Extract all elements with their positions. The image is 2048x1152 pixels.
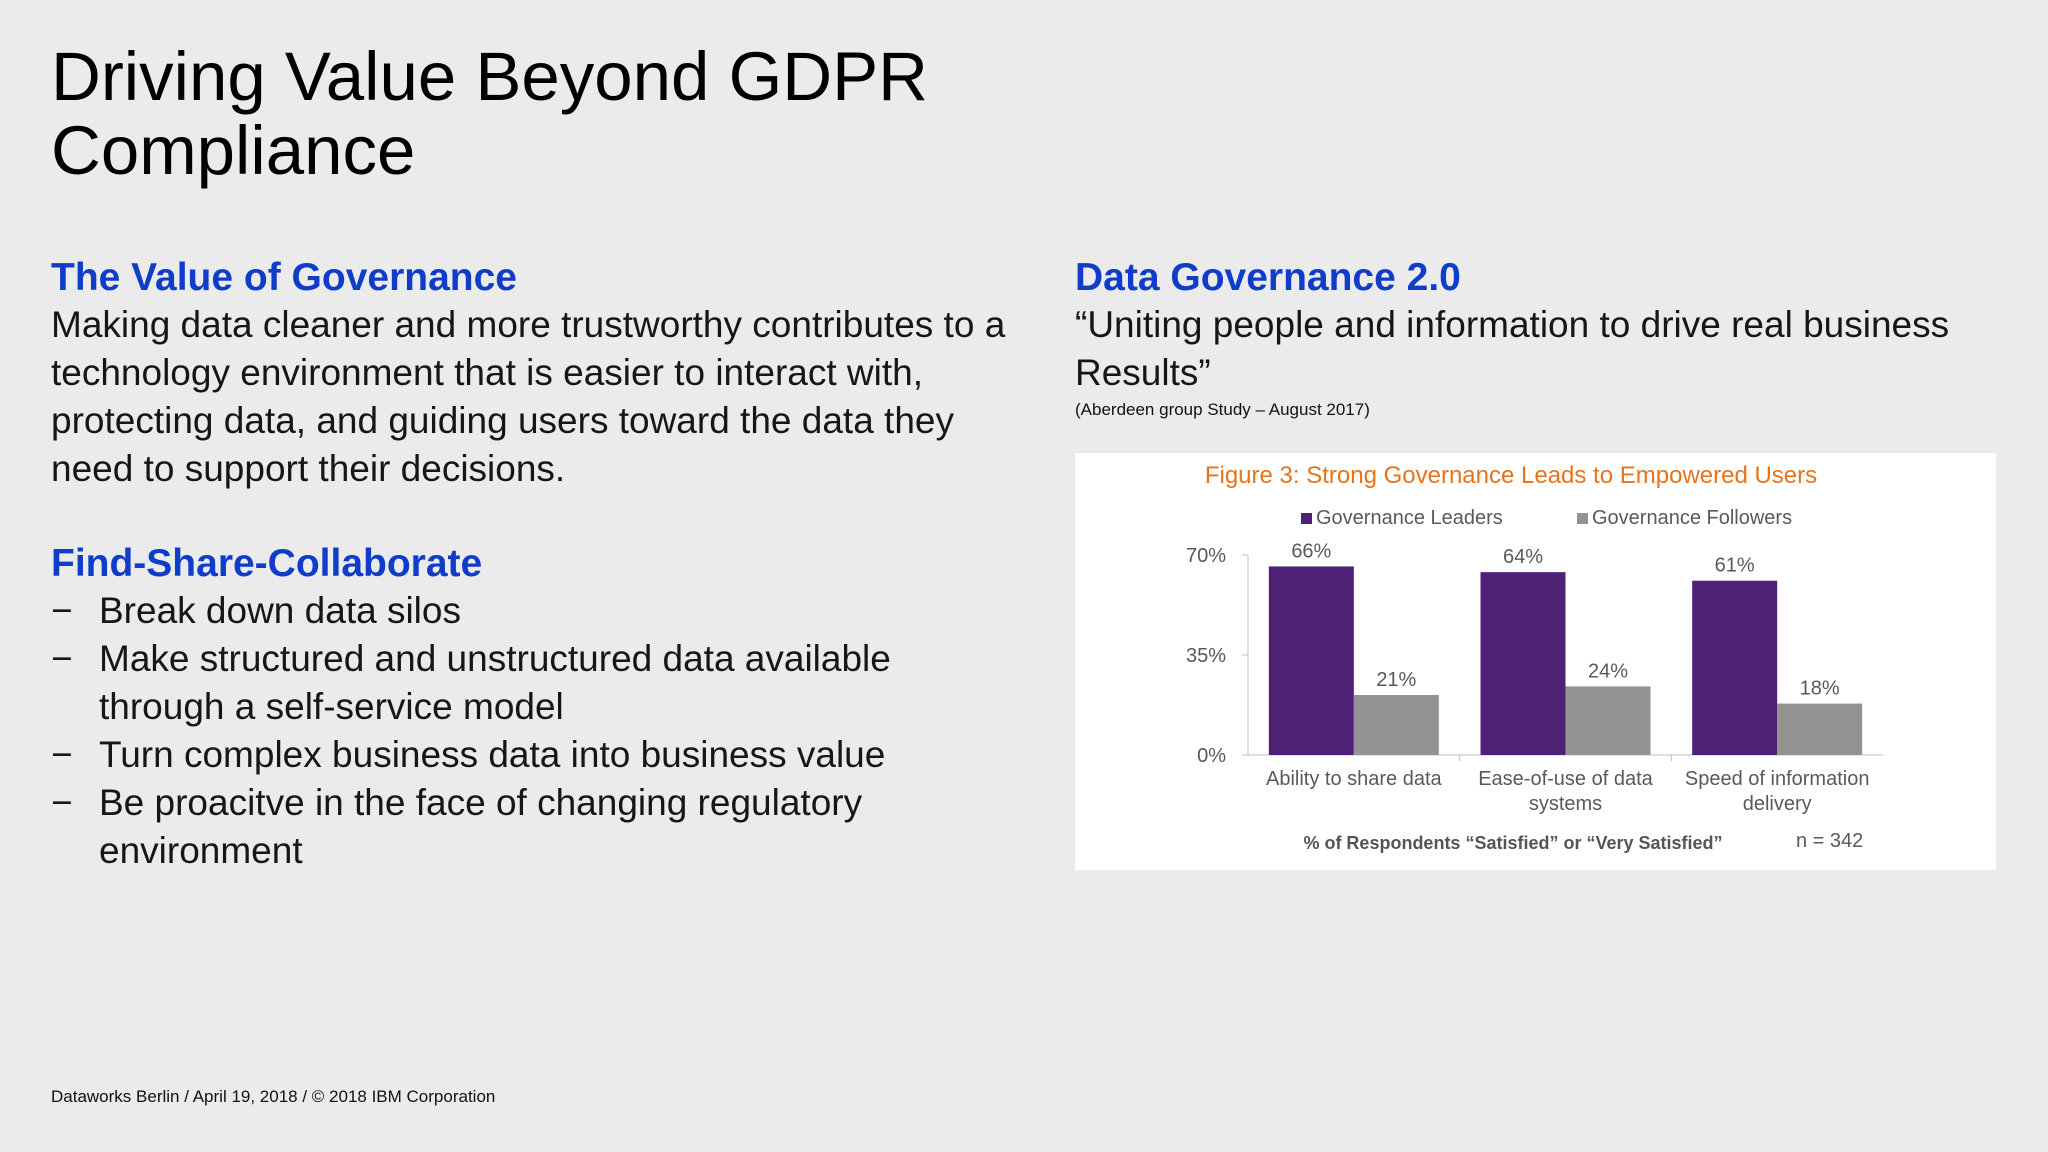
legend-swatch-followers [1577, 513, 1588, 524]
value-of-governance-paragraph: Making data cleaner and more trustworthy… [51, 304, 1006, 489]
bar [1692, 580, 1778, 755]
governance-bar-chart: Figure 3: Strong Governance Leads to Emp… [1186, 462, 1883, 853]
slide-title-line-2: Compliance [51, 112, 416, 189]
footer-text: Dataworks Berlin / April 19, 2018 / © 20… [51, 1087, 496, 1106]
bullet-item: − Break down data silos [51, 587, 1011, 635]
bar [1268, 566, 1354, 755]
bullet-item: − Make structured and unstructured data a… [51, 635, 1011, 731]
slide-title: Driving Value Beyond GDPR Compliance [51, 40, 1051, 188]
bar [1480, 572, 1566, 755]
slide-title-line-1: Driving Value Beyond GDPR [51, 38, 928, 115]
x-axis-label: % of Respondents “Satisfied” or “Very Sa… [1303, 833, 1722, 853]
study-citation: (Aberdeen group Study – August 2017) [1075, 400, 1370, 419]
bar [1565, 686, 1651, 755]
value-of-governance-heading: The Value of Governance [51, 256, 517, 299]
governance-quote: “Uniting people and information to drive… [1075, 304, 1950, 393]
category-label: delivery [1743, 793, 1812, 815]
chart-legend: Governance Leaders Governance Followers [1301, 507, 1792, 529]
bullet-text: Break down data silos [99, 590, 461, 631]
spacer [51, 493, 1011, 541]
chart-plot-area: 0% 35% 70% 66% 21% Ability to share data 64% 24… [1186, 540, 1883, 815]
governance-figure: Figure 3: Strong Governance Leads to Emp… [1075, 453, 1996, 870]
find-share-collaborate-heading: Find-Share-Collaborate [51, 542, 483, 585]
bar-value-label: 21% [1376, 669, 1416, 691]
bullet-text: Be proacitve in the face of changing reg… [99, 782, 863, 871]
bar-value-label: 24% [1588, 660, 1628, 682]
data-governance-heading: Data Governance 2.0 [1075, 256, 1461, 299]
y-tick-label: 0% [1197, 745, 1226, 767]
dash-marker: − [51, 590, 73, 631]
dash-marker: − [51, 638, 73, 679]
right-column: Data Governance 2.0 “Uniting people and … [1075, 255, 2005, 421]
bullet-item: − Turn complex business data into busines… [51, 731, 1011, 779]
bar [1777, 703, 1863, 755]
bullet-list: − Break down data silos − Make structured … [51, 587, 1011, 875]
left-column: The Value of Governance Making data clea… [51, 255, 1011, 875]
y-tick-label: 70% [1186, 545, 1226, 567]
bullet-text: Turn complex business data into business… [99, 734, 886, 775]
category-label: Ability to share data [1266, 768, 1443, 790]
sample-size-annotation: n = 342 [1796, 830, 1863, 852]
category-label: Speed of information [1685, 768, 1870, 790]
legend-label-leaders: Governance Leaders [1316, 507, 1503, 529]
bar-value-label: 61% [1715, 555, 1755, 577]
bar-value-label: 18% [1800, 678, 1840, 700]
dash-marker: − [51, 734, 73, 775]
category-label: Ease-of-use of data [1478, 768, 1653, 790]
bar-value-label: 66% [1291, 540, 1331, 562]
bar [1353, 695, 1439, 755]
bullet-text: Make structured and unstructured data av… [99, 638, 891, 727]
bullet-item: − Be proacitve in the face of changing re… [51, 779, 1011, 875]
y-tick-label: 35% [1186, 645, 1226, 667]
legend-label-followers: Governance Followers [1592, 507, 1792, 529]
category-label: systems [1529, 793, 1602, 815]
legend-swatch-leaders [1301, 513, 1312, 524]
bar-value-label: 64% [1503, 546, 1543, 568]
dash-marker: − [51, 782, 73, 823]
chart-title: Figure 3: Strong Governance Leads to Emp… [1205, 462, 1817, 489]
